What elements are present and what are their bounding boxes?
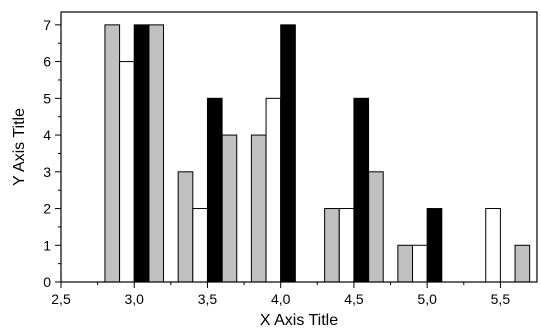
- x-tick-label: 5,0: [417, 291, 437, 307]
- x-tick-label: 3,0: [124, 291, 144, 307]
- y-tick-label: 0: [43, 274, 51, 290]
- x-tick-label: 4,0: [271, 291, 291, 307]
- bar-series3-x4_55: [353, 97, 370, 283]
- bar-series2-x3_95: [265, 97, 282, 283]
- bar-series2-x4_45: [338, 208, 355, 283]
- bar-series3-x5_05: [426, 208, 443, 283]
- x-tick-label: 5,5: [491, 291, 511, 307]
- bar-series3-x4_05: [280, 24, 296, 283]
- bar-series2-x4_95: [412, 244, 428, 283]
- y-tick-label: 7: [43, 17, 51, 33]
- bar-series1-x4_65: [368, 171, 384, 283]
- bar-series3-x3_05: [133, 24, 150, 283]
- bar-series1-x4_35: [324, 208, 340, 283]
- bar-series2-x5_45: [485, 208, 501, 283]
- bar-series1-x3_85: [250, 134, 267, 283]
- bar-series1-x2_85: [104, 24, 121, 283]
- y-tick-label: 2: [43, 201, 51, 217]
- bar-series1-x5_65: [514, 244, 531, 283]
- y-tick-label: 3: [43, 164, 51, 180]
- y-tick-label: 6: [43, 54, 51, 70]
- x-tick-label: 3,5: [198, 291, 218, 307]
- y-axis-title: Y Axis Title: [11, 108, 28, 186]
- y-tick-label: 4: [43, 127, 51, 143]
- bar-series2-x3_45: [192, 208, 208, 283]
- plot-frame: [60, 11, 538, 283]
- x-tick-label: 2,5: [51, 291, 71, 307]
- y-tick-label: 5: [43, 90, 51, 106]
- bar-series1-x3_35: [177, 171, 194, 283]
- bars-group: [104, 24, 531, 283]
- x-tick-label: 4,5: [344, 291, 364, 307]
- bar-series3-x3_55: [206, 97, 223, 283]
- x-axis-title: X Axis Title: [260, 312, 338, 329]
- y-tick-label: 1: [43, 237, 51, 253]
- y-axis-ticks: 0 1 2 3 4 5 6 7: [43, 17, 61, 290]
- bar-series1-x3_65: [221, 134, 238, 283]
- bar-series1-x4_85: [397, 244, 414, 283]
- bar-series2-x2_95: [119, 61, 135, 283]
- x-axis-ticks: 2,5 3,0 3,5 4,0 4,5 5,0 5,5: [51, 282, 510, 307]
- bar-series1-x3_15: [148, 24, 165, 283]
